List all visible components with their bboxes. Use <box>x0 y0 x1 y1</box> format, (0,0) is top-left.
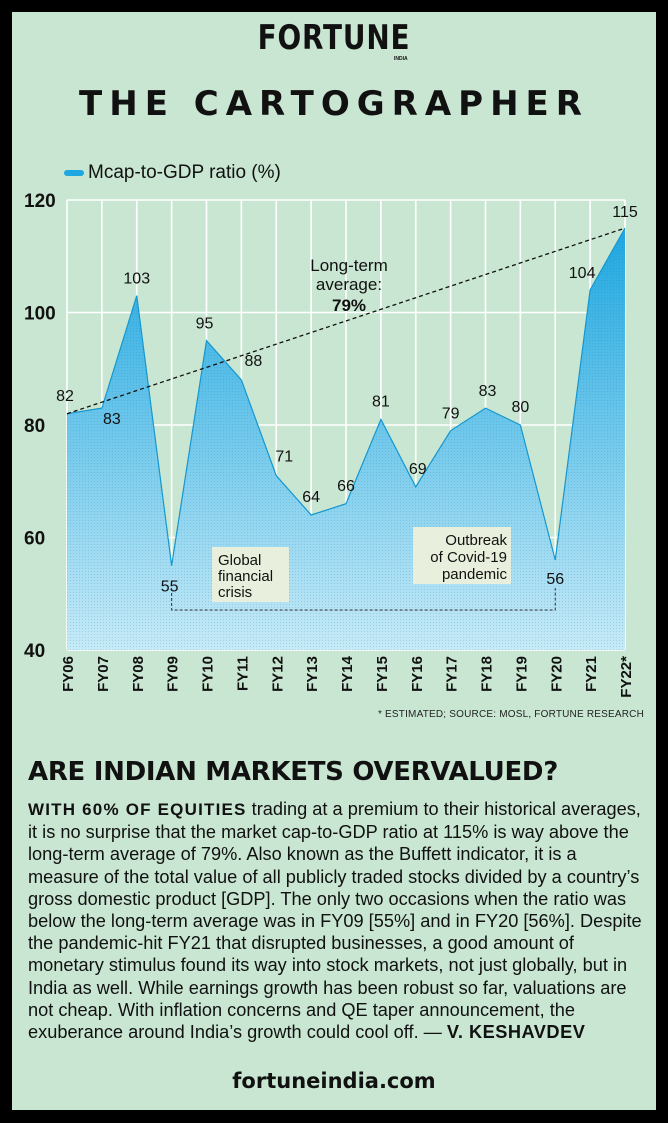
x-tick-label: FY17 <box>444 656 461 692</box>
chart: 40 60 80 100 120 FY06 FY07 FY08 FY09 FY10 FY11 FY1… <box>24 191 638 698</box>
data-label: 55 <box>161 579 179 596</box>
infographic-card: FORTUNE INDIA THE CARTOGRAPHER 40 60 80 100… <box>12 12 656 1110</box>
gfc-label: crisis <box>218 584 252 601</box>
data-label: 95 <box>196 316 214 333</box>
long-term-average-line <box>66 227 626 415</box>
x-tick-label: FY06 <box>60 656 77 692</box>
data-label: 83 <box>103 411 121 428</box>
gfc-label: financial <box>218 568 273 585</box>
long-term-average-value: 79% <box>332 296 366 315</box>
x-tick-label: FY09 <box>165 656 182 692</box>
data-label: 79 <box>442 406 460 423</box>
trend-line <box>66 227 626 415</box>
x-tick-label: FY15 <box>374 656 391 692</box>
y-tick-label: 120 <box>24 191 56 212</box>
gfc-box <box>212 547 289 602</box>
data-label: 88 <box>244 353 262 370</box>
covid-box <box>413 527 511 584</box>
data-label: 66 <box>337 478 355 495</box>
data-label: 80 <box>511 399 529 416</box>
x-tick-label: FY14 <box>339 655 356 692</box>
data-label: 82 <box>56 388 74 405</box>
data-label: 69 <box>409 461 427 478</box>
y-tick-label: 40 <box>24 641 45 662</box>
data-label: 71 <box>275 449 293 466</box>
x-tick-label: FY22* <box>618 656 635 698</box>
y-tick-label: 100 <box>24 304 56 325</box>
covid-label: pandemic <box>442 566 508 583</box>
article-headline: ARE INDIAN MARKETS OVERVALUED? <box>28 757 558 787</box>
x-tick-label: FY13 <box>304 656 321 692</box>
x-axis: FY06 FY07 FY08 FY09 FY10 FY11 FY12 FY13 FY14 FY15… <box>60 655 635 697</box>
long-term-average-label: average: <box>316 275 382 294</box>
x-tick-label: FY19 <box>513 656 530 692</box>
gfc-label: Global <box>218 552 261 569</box>
area-line <box>66 227 626 566</box>
y-axis: 40 60 80 100 120 <box>24 191 56 662</box>
x-tick-label: FY21 <box>583 656 600 692</box>
article-text: trading at a premium to their historical… <box>28 799 642 1043</box>
covid-label: Outbreak <box>445 532 507 549</box>
y-tick-label: 80 <box>24 416 45 437</box>
x-tick-label: FY08 <box>130 656 147 692</box>
data-label: 81 <box>372 393 390 410</box>
x-tick-label: FY16 <box>409 656 426 692</box>
legend-swatch <box>64 170 84 176</box>
data-label: 115 <box>612 204 638 221</box>
data-label: 64 <box>302 489 320 506</box>
data-label: 104 <box>569 265 596 282</box>
y-tick-label: 60 <box>24 529 45 550</box>
crisis-bracket <box>171 588 556 611</box>
x-tick-label: FY20 <box>548 656 565 692</box>
brand-logo: FORTUNE <box>257 18 411 58</box>
section-title: THE CARTOGRAPHER <box>79 84 589 124</box>
data-label: 56 <box>546 571 564 588</box>
footer-url: fortuneindia.com <box>232 1069 436 1093</box>
x-tick-label: FY07 <box>95 656 112 692</box>
x-tick-label: FY11 <box>234 656 251 691</box>
data-label: 103 <box>123 271 150 288</box>
legend: Mcap-to-GDP ratio (%) <box>64 162 281 184</box>
data-labels: 82 83 103 55 95 88 71 64 66 81 69 79 83 80 56 104 115 <box>56 204 638 596</box>
data-label: 83 <box>479 383 497 400</box>
article-lead: WITH 60% OF EQUITIES <box>28 800 247 819</box>
covid-label: of Covid-19 <box>430 549 507 566</box>
x-tick-label: FY18 <box>479 656 496 692</box>
source-note: * ESTIMATED; SOURCE: MOSL, FORTUNE RESEA… <box>377 709 644 720</box>
article-body: WITH 60% OF EQUITIES trading at a premiu… <box>28 798 650 1043</box>
article-author: V. KESHAVDEV <box>446 1022 586 1043</box>
x-tick-label: FY12 <box>269 656 286 692</box>
x-tick-label: FY10 <box>200 656 217 692</box>
legend-label: Mcap-to-GDP ratio (%) <box>88 162 281 183</box>
long-term-average-label: Long-term <box>310 256 387 275</box>
brand-logo-sub: INDIA <box>394 56 408 62</box>
